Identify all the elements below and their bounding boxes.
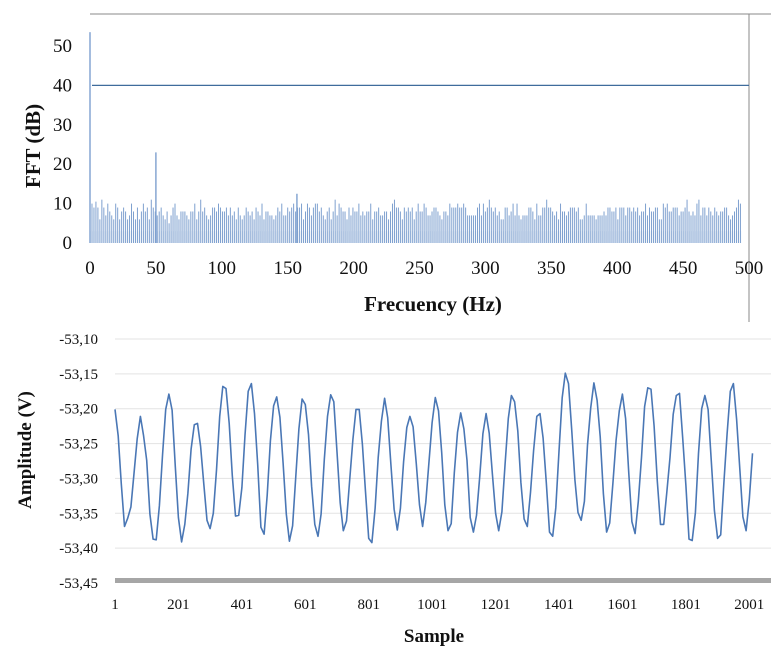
y-tick-label: -53,45 — [59, 576, 98, 592]
fft-spectrum-svg: 0 10 20 30 40 50 0 50 100 150 200 250 300 350 400 450 5… — [21, 13, 771, 322]
y-tick-labels: -53,10 -53,15 -53,20 -53,25 -53,30 -53,35 -53,… — [59, 332, 98, 592]
time-signal-svg: -53,10 -53,15 -53,20 -53,25 -53,30 -53,35 -53,… — [15, 332, 771, 647]
x-axis-title: Sample — [404, 626, 464, 646]
y-tick-label: -53,30 — [59, 471, 98, 487]
x-tick-label: 1001 — [417, 597, 447, 613]
x-axis-bar — [115, 578, 771, 583]
x-tick-labels: 0 50 100 150 200 250 300 350 400 450 500 — [85, 258, 763, 279]
fft-bars — [89, 32, 742, 243]
x-tick-label: 300 — [471, 258, 500, 279]
x-tick-label: 201 — [167, 597, 190, 613]
y-axis-title: Amplitude (V) — [15, 391, 36, 509]
x-tick-label: 1 — [111, 597, 119, 613]
x-tick-label: 100 — [208, 258, 237, 279]
x-tick-label: 401 — [231, 597, 254, 613]
y-tick-label: 50 — [53, 36, 72, 57]
y-tick-label: -53,15 — [59, 367, 98, 383]
y-tick-label: -53,20 — [59, 402, 98, 418]
x-tick-label: 0 — [85, 258, 95, 279]
y-tick-label: 10 — [53, 194, 72, 215]
x-tick-label: 1201 — [481, 597, 511, 613]
x-tick-label: 500 — [735, 258, 764, 279]
x-tick-label: 2001 — [734, 597, 764, 613]
x-tick-label: 801 — [357, 597, 380, 613]
x-tick-label: 250 — [405, 258, 434, 279]
x-tick-label: 1801 — [671, 597, 701, 613]
y-tick-label: -53,40 — [59, 541, 98, 557]
x-tick-label: 50 — [146, 258, 165, 279]
y-tick-labels: 0 10 20 30 40 50 — [53, 36, 72, 254]
y-tick-label: -53,35 — [59, 506, 98, 522]
x-tick-label: 350 — [537, 258, 566, 279]
x-tick-label: 150 — [273, 258, 302, 279]
y-tick-label: -53,10 — [59, 332, 98, 348]
fft-spectrum-chart: 0 10 20 30 40 50 0 50 100 150 200 250 300 350 400 450 5… — [0, 0, 771, 322]
x-axis-title: Frecuency (Hz) — [364, 292, 502, 316]
y-tick-label: -53,25 — [59, 437, 98, 453]
time-signal-chart: -53,10 -53,15 -53,20 -53,25 -53,30 -53,35 -53,… — [0, 322, 771, 647]
y-tick-label: 40 — [53, 75, 72, 96]
y-axis-title: FFT (dB) — [21, 104, 45, 188]
x-tick-label: 601 — [294, 597, 317, 613]
x-tick-label: 1601 — [607, 597, 637, 613]
y-tick-label: 20 — [53, 154, 72, 175]
gridlines — [115, 338, 771, 549]
y-tick-label: 30 — [53, 115, 72, 136]
x-tick-label: 450 — [669, 258, 698, 279]
x-tick-label: 1401 — [544, 597, 574, 613]
x-tick-label: 400 — [603, 258, 632, 279]
y-tick-label: 0 — [63, 233, 73, 254]
amplitude-series-line — [114, 372, 754, 544]
x-tick-label: 200 — [339, 258, 368, 279]
x-tick-labels: 1 201 401 601 801 1001 1201 1401 1601 1801 2001 — [111, 597, 764, 613]
